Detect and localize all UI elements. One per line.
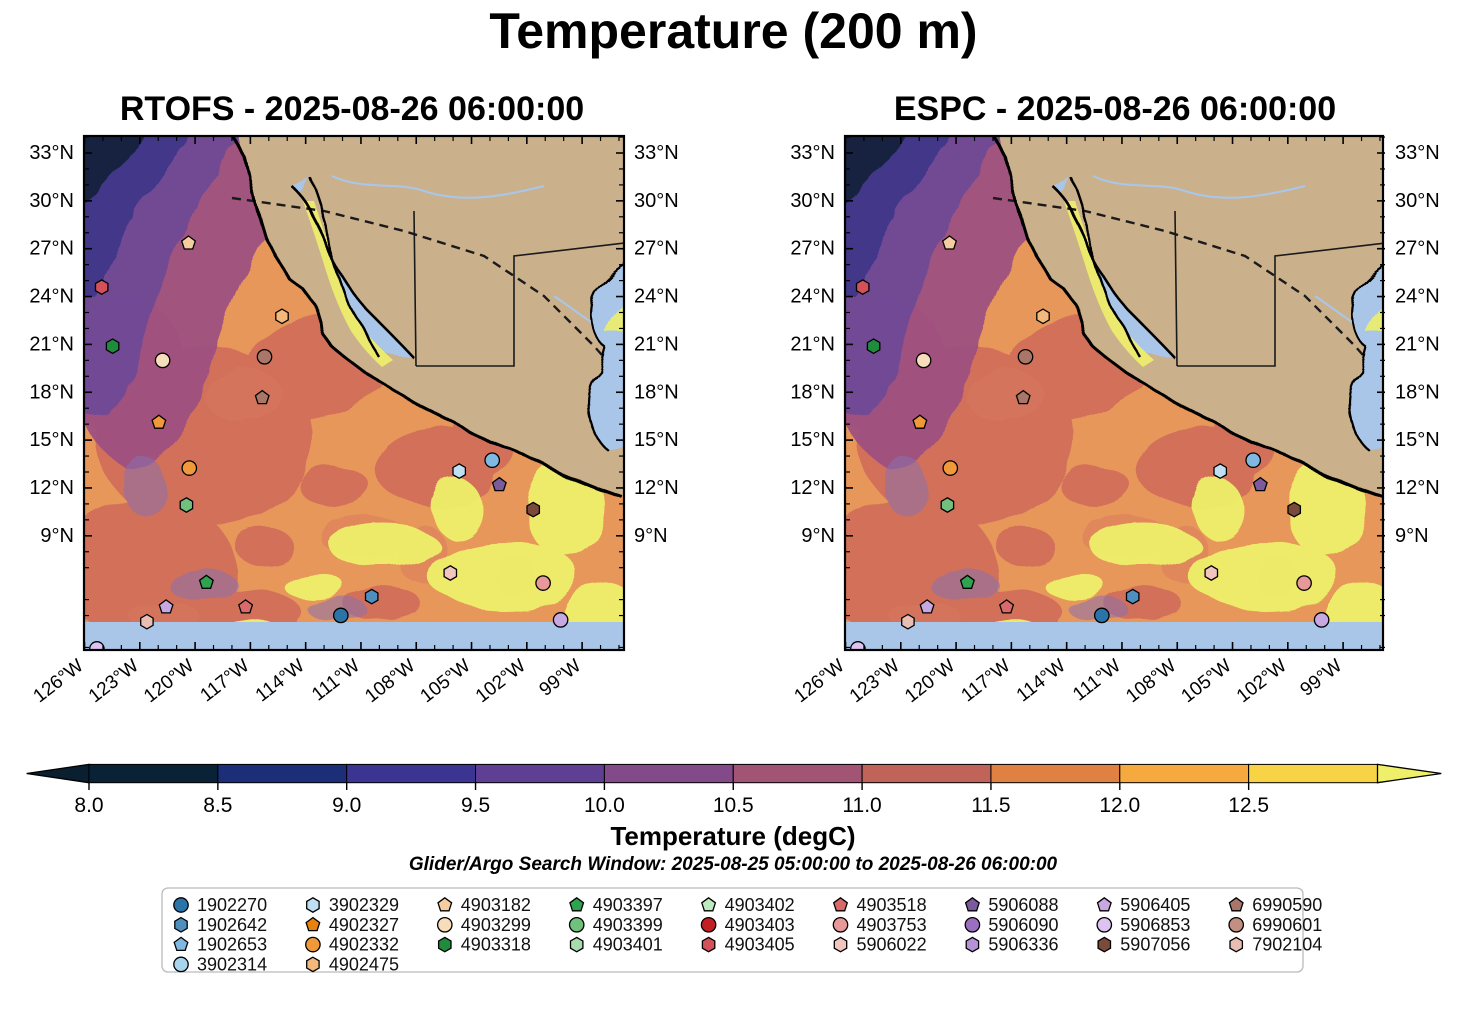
svg-text:1902270: 1902270 xyxy=(197,895,267,915)
svg-text:Glider/Argo Search Window: 202: Glider/Argo Search Window: 2025-08-25 05… xyxy=(409,854,1058,875)
svg-text:8.0: 8.0 xyxy=(74,794,103,817)
svg-text:Temperature (degC): Temperature (degC) xyxy=(610,821,855,851)
svg-text:4903182: 4903182 xyxy=(461,895,531,915)
svg-text:5906090: 5906090 xyxy=(988,915,1058,935)
svg-text:5906022: 5906022 xyxy=(857,935,927,955)
svg-text:3902329: 3902329 xyxy=(329,895,399,915)
svg-text:4903405: 4903405 xyxy=(725,935,795,955)
svg-text:10.5: 10.5 xyxy=(713,794,754,817)
svg-text:4903318: 4903318 xyxy=(461,935,531,955)
svg-text:1902642: 1902642 xyxy=(197,915,267,935)
svg-text:9.0: 9.0 xyxy=(332,794,361,817)
svg-text:4903399: 4903399 xyxy=(593,915,663,935)
svg-text:6990601: 6990601 xyxy=(1252,915,1322,935)
svg-text:5906088: 5906088 xyxy=(988,895,1058,915)
svg-text:4903518: 4903518 xyxy=(857,895,927,915)
svg-text:4903402: 4903402 xyxy=(725,895,795,915)
svg-text:5906853: 5906853 xyxy=(1120,915,1190,935)
svg-text:5906336: 5906336 xyxy=(988,935,1058,955)
svg-text:4903401: 4903401 xyxy=(593,935,663,955)
svg-text:6990590: 6990590 xyxy=(1252,895,1322,915)
svg-text:11.5: 11.5 xyxy=(971,794,1010,817)
svg-text:4903403: 4903403 xyxy=(725,915,795,935)
svg-text:4903299: 4903299 xyxy=(461,915,531,935)
svg-text:5907056: 5907056 xyxy=(1120,935,1190,955)
svg-text:4902327: 4902327 xyxy=(329,915,399,935)
svg-text:7902104: 7902104 xyxy=(1252,935,1322,955)
svg-text:9.5: 9.5 xyxy=(461,794,490,817)
svg-text:5906405: 5906405 xyxy=(1120,895,1190,915)
svg-text:4902332: 4902332 xyxy=(329,935,399,955)
svg-text:4903397: 4903397 xyxy=(593,895,663,915)
svg-text:12.0: 12.0 xyxy=(1099,794,1140,817)
svg-text:4903753: 4903753 xyxy=(857,915,927,935)
svg-text:8.5: 8.5 xyxy=(203,794,232,817)
svg-text:10.0: 10.0 xyxy=(584,794,625,817)
svg-text:1902653: 1902653 xyxy=(197,935,267,955)
svg-text:4902475: 4902475 xyxy=(329,954,399,974)
svg-text:11.0: 11.0 xyxy=(842,794,881,817)
svg-text:12.5: 12.5 xyxy=(1228,794,1269,817)
svg-text:3902314: 3902314 xyxy=(197,954,267,974)
